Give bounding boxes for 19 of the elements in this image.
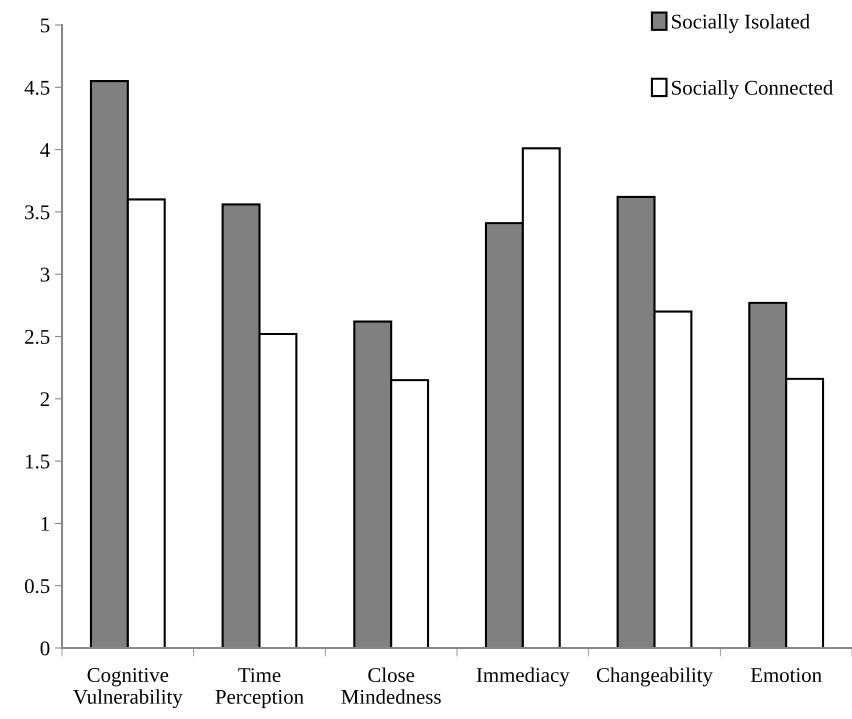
- x-tick-label: Close Mindedness: [341, 667, 441, 704]
- y-tick-label: 4.5: [24, 80, 50, 95]
- y-tick-label: 1: [42, 516, 49, 531]
- legend-label: Socially Connected: [672, 80, 833, 100]
- y-tick-label: 0.5: [24, 579, 50, 594]
- legend-label: Socially Isolated: [672, 14, 810, 33]
- x-tick-label: Immediacy: [476, 667, 570, 686]
- x-tick-label: Emotion: [750, 668, 822, 682]
- y-tick-label: 2: [40, 392, 50, 406]
- y-tick-label: 4: [40, 143, 50, 157]
- x-tick-label: Time Perception: [216, 668, 304, 708]
- y-tick-label: 3: [40, 268, 50, 282]
- x-tick-label: Cognitive Vulnerability: [73, 668, 183, 708]
- y-tick-label: 1.5: [26, 454, 50, 469]
- y-tick-label: 3.5: [25, 205, 50, 220]
- x-tick-label: Changeability: [596, 667, 713, 686]
- y-tick-label: 0: [40, 641, 50, 656]
- y-tick-label: 5: [40, 18, 50, 32]
- y-tick-label: 2.5: [25, 330, 50, 344]
